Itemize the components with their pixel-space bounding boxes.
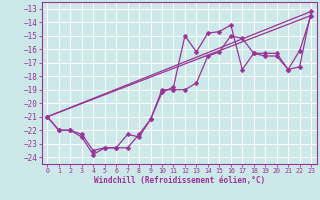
X-axis label: Windchill (Refroidissement éolien,°C): Windchill (Refroidissement éolien,°C) <box>94 176 265 185</box>
